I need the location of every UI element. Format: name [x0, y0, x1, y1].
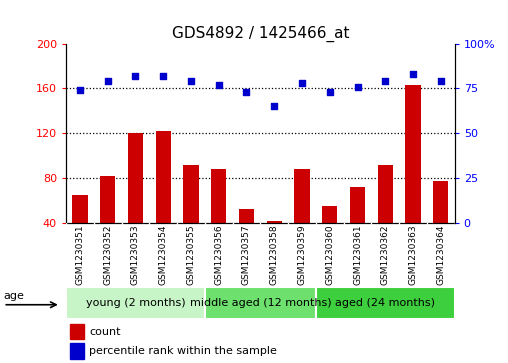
- Text: GSM1230352: GSM1230352: [103, 225, 112, 285]
- Text: age: age: [4, 291, 24, 301]
- Bar: [128, 133, 143, 223]
- Bar: [239, 209, 254, 223]
- Text: GSM1230359: GSM1230359: [298, 225, 306, 285]
- Point: [187, 78, 195, 84]
- Text: GSM1230353: GSM1230353: [131, 225, 140, 285]
- Bar: [70, 343, 83, 359]
- Bar: [66, 287, 205, 319]
- Point: [381, 78, 389, 84]
- Bar: [183, 165, 199, 223]
- Bar: [205, 287, 316, 319]
- Point: [409, 71, 417, 77]
- Text: aged (24 months): aged (24 months): [335, 298, 435, 308]
- Text: GSM1230364: GSM1230364: [436, 225, 446, 285]
- Point: [159, 73, 167, 79]
- Bar: [155, 131, 171, 223]
- Bar: [100, 176, 115, 223]
- Text: GSM1230354: GSM1230354: [158, 225, 168, 285]
- Text: GSM1230355: GSM1230355: [186, 225, 196, 285]
- Text: GSM1230361: GSM1230361: [353, 225, 362, 285]
- Text: GSM1230362: GSM1230362: [381, 225, 390, 285]
- Point: [132, 73, 140, 79]
- Text: GSM1230357: GSM1230357: [242, 225, 251, 285]
- Bar: [350, 187, 365, 223]
- Bar: [316, 287, 455, 319]
- Bar: [377, 165, 393, 223]
- Point: [76, 87, 84, 93]
- Text: GSM1230360: GSM1230360: [325, 225, 334, 285]
- Bar: [433, 180, 449, 223]
- Point: [242, 89, 250, 95]
- Bar: [70, 324, 83, 339]
- Bar: [322, 207, 337, 223]
- Bar: [294, 169, 309, 223]
- Point: [437, 78, 445, 84]
- Point: [326, 89, 334, 95]
- Title: GDS4892 / 1425466_at: GDS4892 / 1425466_at: [172, 26, 349, 42]
- Point: [270, 103, 278, 109]
- Point: [298, 80, 306, 86]
- Point: [215, 82, 223, 88]
- Text: young (2 months): young (2 months): [86, 298, 185, 308]
- Text: percentile rank within the sample: percentile rank within the sample: [89, 346, 277, 356]
- Text: count: count: [89, 327, 121, 337]
- Point: [104, 78, 112, 84]
- Text: GSM1230351: GSM1230351: [75, 225, 84, 285]
- Text: GSM1230358: GSM1230358: [270, 225, 279, 285]
- Text: middle aged (12 months): middle aged (12 months): [189, 298, 331, 308]
- Point: [354, 84, 362, 90]
- Bar: [267, 221, 282, 223]
- Bar: [211, 169, 227, 223]
- Text: GSM1230356: GSM1230356: [214, 225, 223, 285]
- Text: GSM1230363: GSM1230363: [408, 225, 418, 285]
- Bar: [405, 85, 421, 223]
- Bar: [72, 195, 87, 223]
